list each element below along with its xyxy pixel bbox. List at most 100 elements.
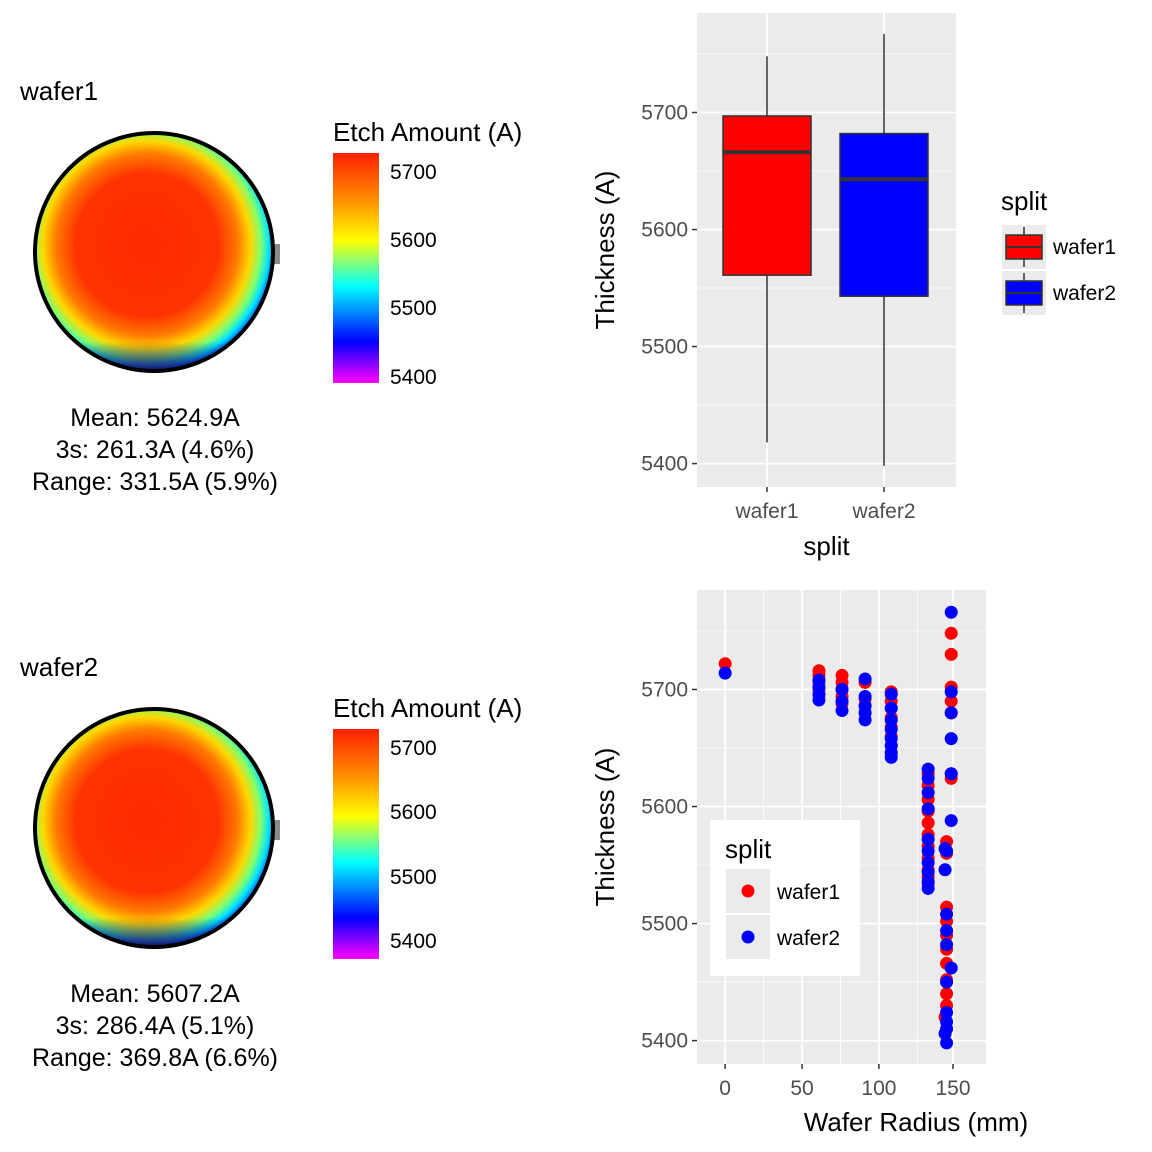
wafer1-colorbar-tick-5500: 5500 — [390, 297, 437, 320]
scatter-point-wafer2 — [921, 856, 935, 870]
scatter-point-wafer2 — [812, 693, 826, 707]
scatter-y-tick-label: 5700 — [641, 678, 688, 701]
wafer-edge-shade — [36, 134, 272, 370]
scatter-point-wafer2 — [940, 938, 954, 952]
boxplot-x-tick-label: wafer1 — [734, 500, 798, 523]
wafer2-colorbar-tick-5500: 5500 — [390, 866, 437, 889]
scatter-point-wafer2 — [938, 863, 952, 877]
scatter-y-tick-label: 5600 — [641, 796, 688, 819]
wafer2-colorbar-tick-5700: 5700 — [390, 737, 437, 760]
scatter-point-wafer1 — [718, 657, 732, 671]
boxplot-y-axis-title: Thickness (A) — [590, 171, 620, 330]
wafer1-map — [33, 131, 280, 373]
wafer-outline — [33, 707, 275, 949]
wafer-outline — [33, 131, 275, 373]
scatter-point-wafer1 — [940, 987, 954, 1001]
wafer1-3s: 3s: 261.3A (4.6%) — [55, 436, 255, 464]
boxplot-legend-label-wafer2: wafer2 — [1052, 282, 1116, 305]
scatter-y-axis-title: Thickness (A) — [590, 748, 620, 907]
scatter-chart: 5400 5500 5600 5700 0 50 100 150 Wafer Radius (m… — [590, 590, 1028, 1137]
scatter-point-wafer2 — [940, 844, 954, 858]
scatter-y-tick-label: 5500 — [641, 913, 688, 936]
scatter-point-wafer2 — [940, 924, 954, 938]
scatter-point-wafer2 — [884, 750, 898, 764]
wafer2-colorbar-title: Etch Amount (A) — [333, 693, 523, 723]
wafer2-mean: Mean: 5607.2A — [70, 980, 240, 1008]
scatter-point-wafer2 — [921, 762, 935, 776]
wafer1-map-title: wafer1 — [20, 76, 99, 106]
scatter-legend-label-wafer1: wafer1 — [776, 881, 840, 904]
scatter-point-wafer2 — [921, 802, 935, 816]
scatter-point-wafer1 — [944, 694, 958, 708]
scatter-point-wafer2 — [944, 605, 958, 619]
scatter-point-wafer2 — [944, 961, 958, 975]
boxplot-x-tick-label: wafer2 — [851, 500, 915, 523]
wafer1-stats: Mean: 5624.9A 3s: 261.3A (4.6%) Range: 3… — [0, 402, 310, 498]
scatter-point-wafer2 — [944, 732, 958, 746]
scatter-point-wafer2 — [858, 713, 872, 727]
wafer1-colorbar-title: Etch Amount (A) — [333, 117, 523, 147]
scatter-point-wafer2 — [884, 713, 898, 727]
scatter-point-wafer2 — [944, 767, 958, 781]
scatter-x-tick-label: 100 — [861, 1077, 896, 1100]
scatter-point-wafer2 — [921, 865, 935, 879]
scatter-point-wafer2 — [944, 685, 958, 699]
scatter-x-tick-label: 150 — [935, 1077, 970, 1100]
wafer1-colorbar-tick-5600: 5600 — [390, 229, 437, 252]
scatter-legend-key-wafer2 — [741, 930, 755, 944]
boxplot-y-tick-label: 5400 — [641, 453, 688, 476]
wafer1-colorbar-tick-5400: 5400 — [390, 366, 437, 389]
boxplot-x-axis-title: split — [803, 531, 850, 561]
wafer1-colorbar-tick-5700: 5700 — [390, 161, 437, 184]
boxplot-y-tick-label: 5500 — [641, 336, 688, 359]
box-wafer1 — [722, 115, 812, 276]
box-wafer2 — [839, 132, 929, 297]
wafer1-mean: Mean: 5624.9A — [70, 404, 240, 432]
wafer2-map — [33, 707, 280, 949]
scatter-x-tick-label: 50 — [790, 1077, 813, 1100]
scatter-point-wafer2 — [940, 975, 954, 989]
wafer2-map-title: wafer2 — [20, 652, 99, 682]
scatter-point-wafer1 — [921, 816, 935, 830]
scatter-point-wafer2 — [858, 672, 872, 686]
scatter-point-wafer2 — [921, 844, 935, 858]
scatter-point-wafer2 — [921, 771, 935, 785]
scatter-point-wafer2 — [835, 704, 849, 718]
scatter-legend-label-wafer2: wafer2 — [776, 927, 840, 950]
scatter-point-wafer1 — [944, 647, 958, 661]
scatter-point-wafer2 — [884, 701, 898, 715]
scatter-point-wafer2 — [940, 1036, 954, 1050]
scatter-x-tick-label: 0 — [719, 1077, 731, 1100]
scatter-legend-key-wafer1 — [741, 884, 755, 898]
boxplot-y-tick-label: 5700 — [641, 101, 688, 124]
scatter-legend-title: split — [725, 834, 772, 864]
wafer2-colorbar-tick-5600: 5600 — [390, 801, 437, 824]
scatter-y-tick-label: 5400 — [641, 1030, 688, 1053]
scatter-point-wafer2 — [944, 706, 958, 720]
wafer2-stats: Mean: 5607.2A 3s: 286.4A (5.1%) Range: 3… — [0, 978, 310, 1074]
wafer2-colorbar-tick-5400: 5400 — [390, 930, 437, 953]
scatter-point-wafer2 — [944, 814, 958, 828]
scatter-point-wafer2 — [921, 881, 935, 895]
wafer2-3s: 3s: 286.4A (5.1%) — [55, 1012, 255, 1040]
boxplot-legend-title: split — [1001, 186, 1048, 216]
wafer2-colorbar — [333, 729, 379, 959]
scatter-point-wafer2 — [940, 907, 954, 921]
scatter-point-wafer2 — [921, 785, 935, 799]
scatter-point-wafer2 — [718, 666, 732, 680]
scatter-point-wafer2 — [884, 687, 898, 701]
wafer1-range: Range: 331.5A (5.9%) — [32, 468, 278, 496]
wafer2-range: Range: 369.8A (6.6%) — [32, 1044, 278, 1072]
scatter-point-wafer2 — [940, 1006, 954, 1020]
wafer1-colorbar — [333, 153, 379, 383]
scatter-point-wafer1 — [944, 626, 958, 640]
scatter-point-wafer2 — [884, 722, 898, 736]
scatter-x-axis-title: Wafer Radius (mm) — [804, 1107, 1028, 1137]
scatter-point-wafer2 — [921, 832, 935, 846]
boxplot-y-tick-label: 5600 — [641, 219, 688, 242]
scatter-point-wafer2 — [835, 682, 849, 696]
boxplot-legend-label-wafer1: wafer1 — [1052, 236, 1116, 259]
scatter-point-wafer2 — [858, 690, 872, 704]
wafer-edge-shade — [36, 710, 272, 946]
